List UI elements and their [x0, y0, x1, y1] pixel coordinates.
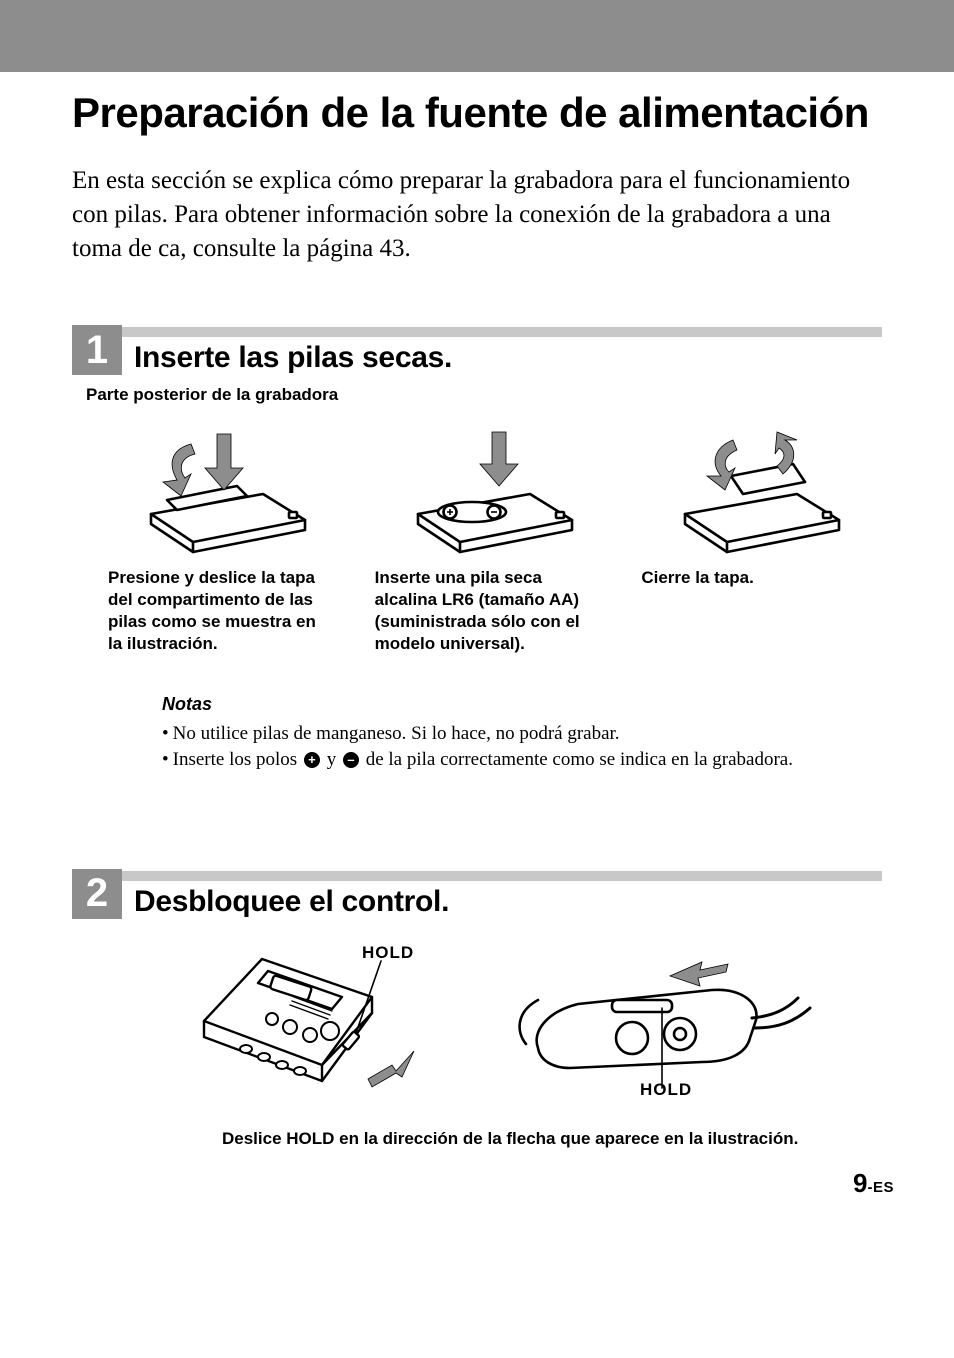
- hold-label-b: HOLD: [640, 1080, 692, 1100]
- step1-caption-a: Presione y deslice la tapa del compartim…: [108, 567, 328, 654]
- step2-title: Desbloquee el control.: [122, 881, 882, 919]
- page-number: 9-ES: [853, 1168, 894, 1199]
- step1-thinbar: [122, 327, 882, 337]
- step2-bar: 2 Desbloquee el control.: [72, 869, 882, 919]
- plus-icon: +: [304, 752, 320, 768]
- step2-thinbar: [122, 871, 882, 881]
- page: Preparación de la fuente de alimentación…: [0, 0, 954, 1219]
- step1-illus-a: Presione y deslice la tapa del compartim…: [108, 419, 349, 654]
- header-bar: [0, 0, 954, 72]
- note-2: • Inserte los polos + y – de la pila cor…: [162, 747, 882, 773]
- recorder-insert-battery-icon: [375, 419, 616, 559]
- recorder-hold-icon: HOLD: [182, 949, 432, 1099]
- step1-illus-row: Presione y deslice la tapa del compartim…: [108, 419, 882, 654]
- note-1-text: No utilice pilas de manganeso. Si lo hac…: [173, 721, 620, 747]
- page-title: Preparación de la fuente de alimentación: [72, 90, 882, 136]
- intro-paragraph: En esta sección se explica cómo preparar…: [72, 164, 882, 265]
- minus-icon: –: [343, 752, 359, 768]
- hold-label-a: HOLD: [362, 943, 414, 963]
- step1-title: Inserte las pilas secas.: [122, 337, 882, 375]
- step2-bottom-caption: Deslice HOLD en la dirección de la flech…: [222, 1129, 882, 1149]
- note-2-part-mid: y: [327, 749, 341, 770]
- step1-title-wrap: Inserte las pilas secas.: [122, 327, 882, 375]
- content-area: Preparación de la fuente de alimentación…: [0, 72, 954, 1149]
- note-2-part-a: Inserte los polos: [173, 749, 302, 770]
- page-number-suffix: -ES: [867, 1179, 894, 1196]
- note-2-text: Inserte los polos + y – de la pila corre…: [173, 747, 793, 773]
- step1-illus-b: Inserte una pila seca alcalina LR6 (tama…: [375, 419, 616, 654]
- step1-illus-c: Cierre la tapa.: [641, 419, 882, 654]
- bullet-icon: •: [162, 747, 169, 773]
- step1-number: 1: [72, 325, 122, 375]
- remote-hold-icon: HOLD: [502, 954, 822, 1094]
- bullet-icon: •: [162, 721, 169, 747]
- note-1: • No utilice pilas de manganeso. Si lo h…: [162, 721, 882, 747]
- recorder-close-lid-icon: [641, 419, 882, 559]
- step2-illus-row: HOLD: [182, 949, 882, 1099]
- step1-caption-c: Cierre la tapa.: [641, 567, 861, 589]
- note-2-part-b: de la pila correctamente como se indica …: [366, 749, 793, 770]
- step2-title-wrap: Desbloquee el control.: [122, 871, 882, 919]
- notes-block: Notas • No utilice pilas de manganeso. S…: [162, 694, 882, 772]
- page-number-value: 9: [853, 1168, 867, 1198]
- step1-bar: 1 Inserte las pilas secas.: [72, 325, 882, 375]
- notes-title: Notas: [162, 694, 882, 715]
- step1-subtitle: Parte posterior de la grabadora: [86, 385, 882, 405]
- step1-caption-b: Inserte una pila seca alcalina LR6 (tama…: [375, 567, 595, 654]
- step2-number: 2: [72, 869, 122, 919]
- recorder-open-lid-icon: [108, 419, 349, 559]
